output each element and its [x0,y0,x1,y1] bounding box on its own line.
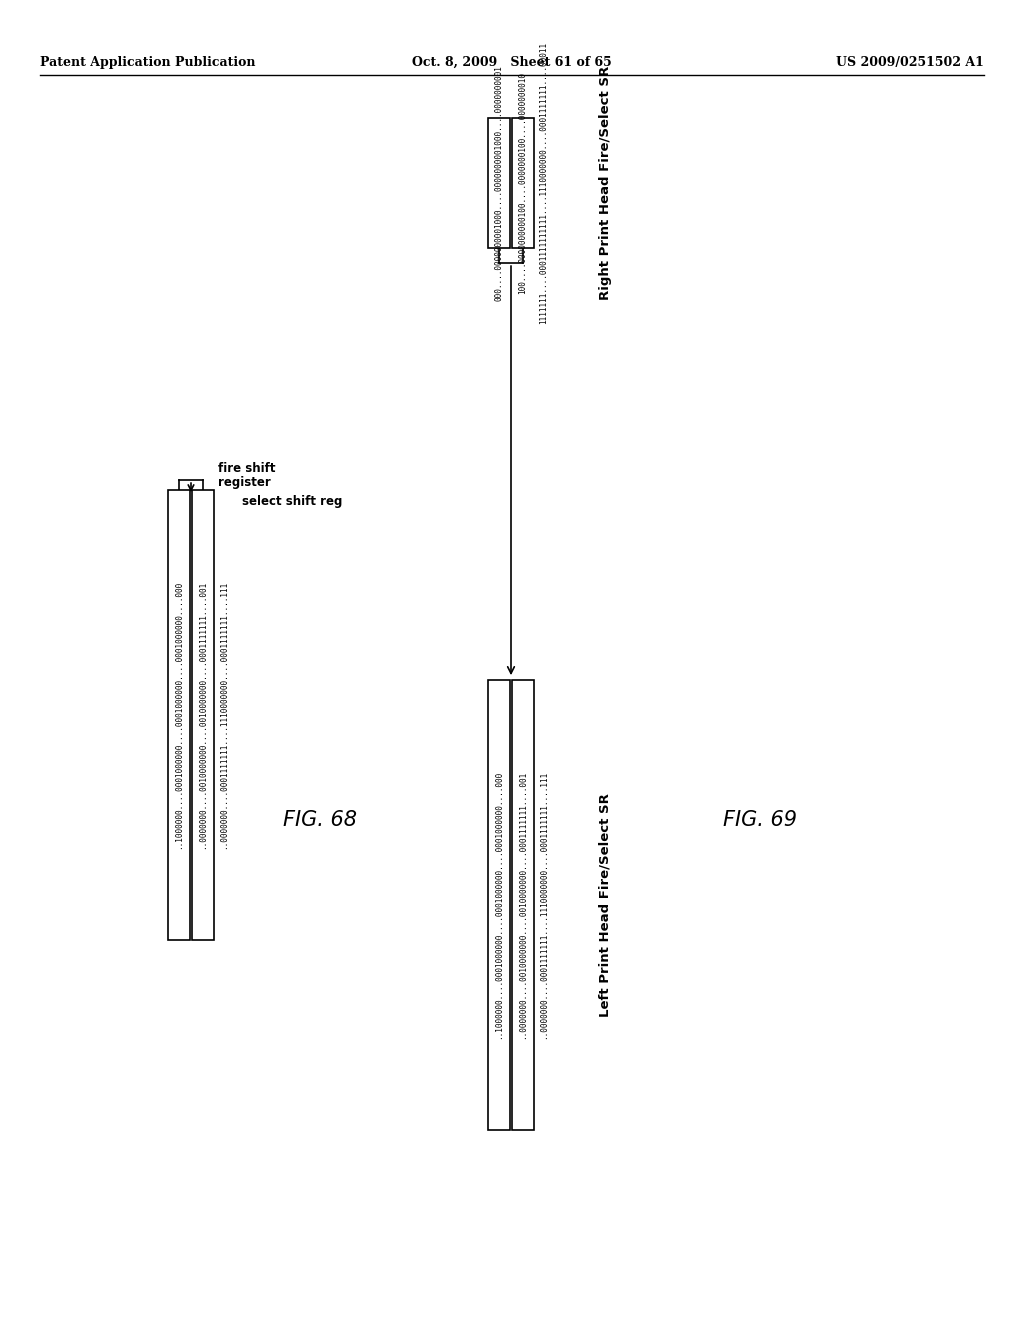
Text: 100....0000000000100....0000000100....0000000010: 100....0000000000100....0000000100....00… [518,73,527,294]
Text: select shift reg: select shift reg [242,495,342,508]
Text: 1111111....0001111111111....1110000000....0001111111....00011: 1111111....0001111111111....1110000000..… [539,42,548,325]
Text: FIG. 68: FIG. 68 [283,810,357,830]
Bar [488,680,510,1130]
Text: Oct. 8, 2009   Sheet 61 of 65: Oct. 8, 2009 Sheet 61 of 65 [412,55,612,69]
Bar [168,490,190,940]
Text: 000....0000000001000....0000000001000....0000000001: 000....0000000001000....0000000001000...… [495,65,504,301]
Bar [512,680,534,1130]
Text: Patent Application Publication: Patent Application Publication [40,55,256,69]
Bar [512,117,534,248]
Bar [488,117,510,248]
Text: ..0000000....0010000000....0010000000....0001111111....001: ..0000000....0010000000....0010000000...… [199,581,208,849]
Text: fire shift: fire shift [218,462,275,475]
Text: Left Print Head Fire/Select SR: Left Print Head Fire/Select SR [599,793,612,1016]
Text: ..0000000....0010000000....0010000000....0001111111....001: ..0000000....0010000000....0010000000...… [518,771,527,1039]
Text: ..0000000....0001111111....1110000000....0001111111....111: ..0000000....0001111111....1110000000...… [539,771,548,1039]
Bar [193,490,214,940]
Text: register: register [218,477,270,490]
Text: ..1000000....0001000000....0001000000....0001000000....000: ..1000000....0001000000....0001000000...… [174,581,183,849]
Text: FIG. 69: FIG. 69 [723,810,797,830]
Text: ..1000000....0001000000....0001000000....0001000000....000: ..1000000....0001000000....0001000000...… [495,771,504,1039]
Text: US 2009/0251502 A1: US 2009/0251502 A1 [837,55,984,69]
Text: ..0000000....0001111111....1110000000....0001111111....111: ..0000000....0001111111....1110000000...… [219,581,228,849]
Text: Right Print Head Fire/Select SR: Right Print Head Fire/Select SR [599,66,612,300]
